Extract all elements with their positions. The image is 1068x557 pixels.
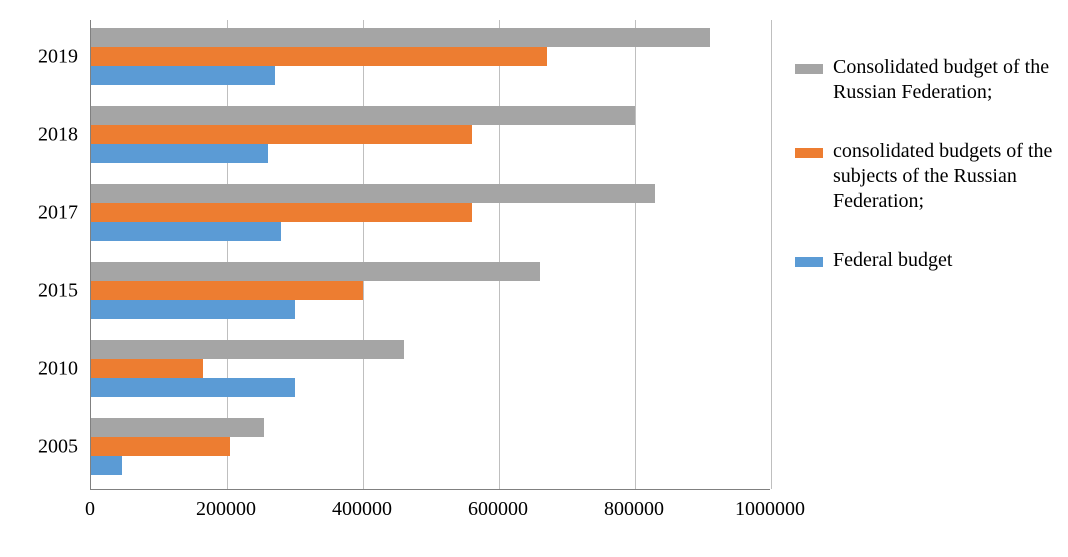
legend-swatch: [795, 148, 823, 158]
bar-federal: [91, 144, 268, 163]
bar-consolidated_rf: [91, 340, 404, 359]
bar-consolidated_rf: [91, 184, 655, 203]
x-tick-label: 600000: [468, 498, 528, 521]
plot-area: [90, 20, 770, 490]
bar-consolidated_rf: [91, 28, 710, 47]
gridline: [635, 20, 636, 489]
bar-consolidated_rf: [91, 418, 264, 437]
bar-consolidated_rf: [91, 262, 540, 281]
y-category-label: 2005: [0, 435, 78, 458]
legend-swatch: [795, 257, 823, 267]
y-category-label: 2015: [0, 279, 78, 302]
x-tick-label: 200000: [196, 498, 256, 521]
budget-chart: Consolidated budget of the Russian Feder…: [0, 0, 1068, 557]
y-category-label: 2018: [0, 123, 78, 146]
bar-federal: [91, 378, 295, 397]
bar-subjects: [91, 47, 547, 66]
x-tick-label: 0: [85, 498, 95, 521]
x-tick-label: 400000: [332, 498, 392, 521]
y-category-label: 2019: [0, 45, 78, 68]
legend-label: Consolidated budget of the Russian Feder…: [833, 55, 1063, 105]
bar-federal: [91, 456, 122, 475]
legend-label: consolidated budgets of the subjects of …: [833, 139, 1063, 214]
y-category-label: 2010: [0, 357, 78, 380]
bar-consolidated_rf: [91, 106, 635, 125]
gridline: [771, 20, 772, 489]
bar-subjects: [91, 125, 472, 144]
legend-item-consolidated_rf: Consolidated budget of the Russian Feder…: [795, 55, 1063, 105]
bar-federal: [91, 300, 295, 319]
bar-subjects: [91, 203, 472, 222]
bar-subjects: [91, 359, 203, 378]
legend-item-federal: Federal budget: [795, 248, 1063, 273]
y-category-label: 2017: [0, 201, 78, 224]
legend: Consolidated budget of the Russian Feder…: [795, 55, 1063, 307]
legend-swatch: [795, 64, 823, 74]
bar-federal: [91, 66, 275, 85]
legend-label: Federal budget: [833, 248, 952, 273]
gridline: [363, 20, 364, 489]
bar-subjects: [91, 437, 230, 456]
x-tick-label: 1000000: [735, 498, 805, 521]
x-tick-label: 800000: [604, 498, 664, 521]
legend-item-subjects: consolidated budgets of the subjects of …: [795, 139, 1063, 214]
bar-federal: [91, 222, 281, 241]
gridline: [499, 20, 500, 489]
bar-subjects: [91, 281, 363, 300]
